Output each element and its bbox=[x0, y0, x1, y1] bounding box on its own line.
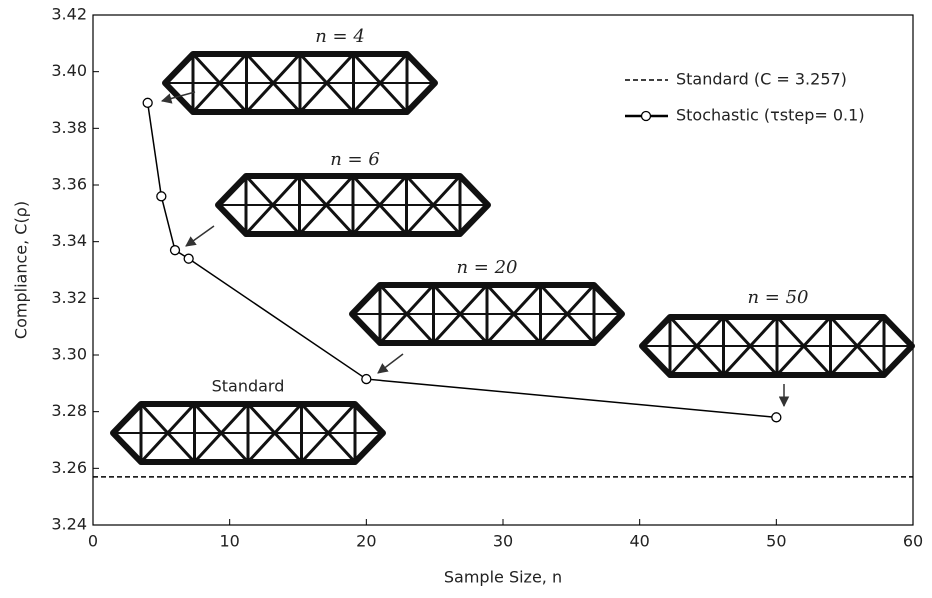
truss-member bbox=[829, 315, 886, 377]
truss-member bbox=[111, 431, 143, 464]
truss-member bbox=[640, 344, 672, 377]
x-axis-label: Sample Size, n bbox=[444, 568, 562, 587]
truss-member bbox=[298, 174, 355, 236]
x-tick-label: 0 bbox=[88, 532, 98, 551]
y-tick-label: 3.38 bbox=[51, 118, 87, 137]
y-tick-label: 3.36 bbox=[51, 175, 87, 194]
truss-member bbox=[298, 52, 355, 114]
truss-member bbox=[300, 402, 357, 464]
truss-member bbox=[351, 174, 408, 236]
truss bbox=[639, 314, 915, 378]
x-tick-label: 50 bbox=[766, 532, 786, 551]
annotation: n = 50 bbox=[747, 287, 808, 308]
truss-member bbox=[245, 52, 302, 114]
annotation: n = 6 bbox=[330, 149, 380, 170]
truss bbox=[110, 401, 386, 465]
y-tick-label: 3.28 bbox=[51, 401, 87, 420]
data-point bbox=[771, 412, 782, 423]
truss-member bbox=[352, 52, 409, 114]
arrow bbox=[160, 91, 196, 104]
truss-member bbox=[244, 174, 301, 236]
annotation: Standard bbox=[212, 377, 285, 396]
truss-member bbox=[405, 174, 462, 236]
truss-member bbox=[882, 315, 914, 348]
x-tick-label: 20 bbox=[356, 532, 376, 551]
truss-member bbox=[640, 315, 672, 348]
truss bbox=[215, 173, 491, 237]
truss-member bbox=[432, 283, 489, 345]
legend-marker bbox=[640, 110, 652, 122]
truss-member bbox=[353, 402, 385, 435]
arrow bbox=[377, 353, 404, 374]
truss-member bbox=[246, 402, 303, 464]
truss-member bbox=[485, 283, 542, 345]
truss bbox=[349, 282, 625, 346]
truss-member bbox=[139, 402, 196, 464]
truss-member bbox=[592, 312, 624, 345]
data-point bbox=[156, 191, 167, 202]
x-tick-label: 10 bbox=[219, 532, 239, 551]
truss-member bbox=[405, 52, 437, 85]
y-tick-label: 3.42 bbox=[51, 5, 87, 24]
y-tick-label: 3.34 bbox=[51, 231, 87, 250]
truss-member bbox=[350, 312, 382, 345]
truss-member bbox=[216, 174, 248, 207]
truss-member bbox=[668, 315, 725, 377]
truss-member bbox=[539, 283, 596, 345]
truss-member bbox=[163, 81, 195, 114]
y-tick-label: 3.30 bbox=[51, 345, 87, 364]
data-point bbox=[142, 97, 153, 108]
y-tick-label: 3.40 bbox=[51, 61, 87, 80]
truss-member bbox=[722, 315, 779, 377]
x-tick-label: 30 bbox=[493, 532, 513, 551]
truss-member bbox=[775, 315, 832, 377]
truss-member bbox=[191, 52, 248, 114]
arrows bbox=[160, 91, 790, 408]
legend-label: Standard (C = 3.257) bbox=[676, 70, 847, 89]
truss-member bbox=[378, 283, 435, 345]
truss-member bbox=[458, 203, 490, 236]
y-tick-label: 3.24 bbox=[51, 515, 87, 534]
truss-member bbox=[216, 203, 248, 236]
y-tick-label: 3.26 bbox=[51, 458, 87, 477]
truss-member bbox=[163, 52, 195, 85]
x-tick-label: 60 bbox=[903, 532, 923, 551]
truss-member bbox=[353, 431, 385, 464]
truss-member bbox=[458, 174, 490, 207]
annotation: n = 4 bbox=[315, 26, 365, 47]
y-tick-label: 3.32 bbox=[51, 288, 87, 307]
data-point bbox=[169, 245, 181, 256]
truss-member bbox=[882, 344, 914, 377]
truss-member bbox=[350, 283, 382, 316]
annotation: n = 20 bbox=[456, 257, 517, 278]
truss-member bbox=[592, 283, 624, 316]
truss-images bbox=[110, 51, 915, 465]
y-axis-label: Compliance, C(ρ) bbox=[12, 201, 31, 339]
data-point bbox=[183, 253, 194, 264]
legend-label: Stochastic (τstep= 0.1) bbox=[676, 106, 865, 125]
truss-member bbox=[193, 402, 250, 464]
arrow bbox=[185, 225, 215, 247]
series-line bbox=[146, 102, 777, 419]
truss-member bbox=[405, 81, 437, 114]
truss bbox=[162, 51, 438, 115]
data-point bbox=[361, 373, 372, 385]
truss-member bbox=[111, 402, 143, 435]
x-tick-label: 40 bbox=[629, 532, 649, 551]
